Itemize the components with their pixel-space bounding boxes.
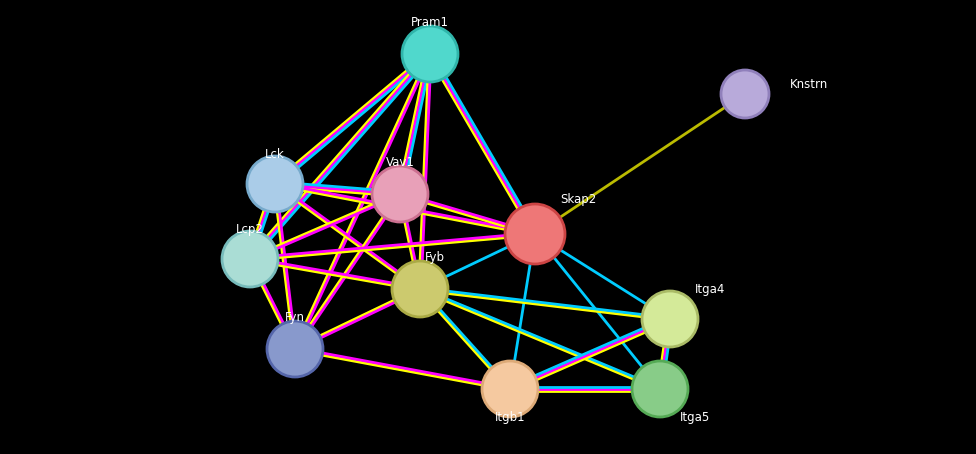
Circle shape [222, 231, 278, 287]
Text: Lck: Lck [265, 148, 285, 161]
Circle shape [247, 156, 303, 212]
Text: Itga4: Itga4 [695, 282, 725, 296]
Text: Itgb1: Itgb1 [495, 410, 525, 424]
Text: Vav1: Vav1 [386, 156, 415, 168]
Text: Lcp2: Lcp2 [236, 222, 264, 236]
Circle shape [392, 261, 448, 317]
Circle shape [372, 166, 428, 222]
Text: Pram1: Pram1 [411, 15, 449, 29]
Circle shape [632, 361, 688, 417]
Text: Fyb: Fyb [425, 251, 445, 263]
Circle shape [642, 291, 698, 347]
Circle shape [505, 204, 565, 264]
Text: Skap2: Skap2 [560, 192, 596, 206]
Circle shape [721, 70, 769, 118]
Text: Fyn: Fyn [285, 311, 305, 324]
Circle shape [267, 321, 323, 377]
Circle shape [482, 361, 538, 417]
Text: Knstrn: Knstrn [790, 78, 829, 90]
Circle shape [402, 26, 458, 82]
Text: Itga5: Itga5 [680, 410, 711, 424]
